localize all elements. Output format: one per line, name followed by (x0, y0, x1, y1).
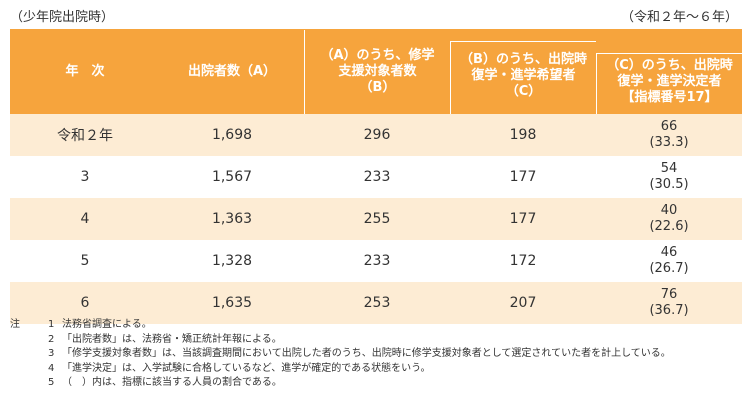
cell-released: 1,635 (160, 282, 304, 324)
cell-wish: 177 (509, 169, 537, 185)
cell-decided: 46 (26.7) (596, 240, 742, 282)
note-number: 4 (48, 362, 55, 374)
decided-ratio: (33.3) (649, 135, 689, 150)
cell-released: 1,328 (211, 253, 253, 269)
table-caption-right: （令和２年～６年） (620, 10, 738, 25)
note-item: 5 （ ）内は、指標に該当する人員の割合である。 (10, 376, 671, 391)
decided-count: 76 (660, 287, 678, 302)
table-row: 令和２年 1,698 296 198 66 (33.3) (10, 114, 742, 156)
cell-year: 4 (10, 198, 160, 240)
cell-wish: 177 (450, 198, 596, 240)
cell-decided: 66 (33.3) (596, 114, 742, 156)
decided-count: 66 (660, 119, 678, 134)
cell-wish: 198 (450, 114, 596, 156)
decided-count: 54 (660, 161, 678, 176)
cell-support: 233 (363, 253, 391, 269)
cell-year: 6 (10, 282, 160, 324)
cell-year: 5 (80, 253, 90, 269)
note-text: 法務省調査による。 (62, 319, 152, 330)
table-row: 6 1,635 253 207 76 (36.7) (10, 282, 742, 324)
decided-ratio: (22.6) (649, 219, 689, 234)
note-number: 2 (48, 333, 55, 345)
note-item: 注 1 法務省調査による。 (10, 318, 671, 333)
note-number: 1 (48, 319, 55, 330)
note-text: （ ）内は、指標に該当する人員の割合である。 (62, 377, 282, 389)
note-text: 「修学支援対象者数」は、当該調査期間において出院した者のうち、出院時に修学支援対… (62, 348, 671, 360)
cell-decided: 54 (30.5) (596, 156, 742, 198)
table-row: 4 1,363 255 177 40 (22.6) (10, 198, 742, 240)
note-prefix: 注 (10, 319, 20, 330)
education-support-table: 年 次 出院者数（A） （A）のうち、修学 支援対象者数 （B） （B）のうち、… (10, 29, 742, 324)
decided-count: 40 (660, 203, 678, 218)
decided-count: 46 (660, 245, 678, 260)
note-number: 5 (48, 377, 55, 389)
note-text: 「出院者数」は、法務省・矯正統計年報による。 (62, 333, 282, 345)
cell-year: 令和２年 (10, 114, 160, 156)
header-released: 出院者数（A） (187, 63, 277, 79)
table-notes: 注 1 法務省調査による。 2 「出院者数」は、法務省・矯正統計年報による。 3 「修学… (10, 318, 671, 391)
cell-wish: 172 (509, 253, 537, 269)
decided-ratio: (26.7) (649, 261, 689, 276)
note-item: 3 「修学支援対象者数」は、当該調査期間において出院した者のうち、出院時に修学支援… (10, 347, 671, 362)
header-return-wish: （B）のうち、出院時 復学・進学希望者 （C） (450, 41, 596, 114)
cell-year: 3 (80, 169, 90, 185)
cell-decided: 40 (22.6) (596, 198, 742, 240)
header-row: 年 次 出院者数（A） （A）のうち、修学 支援対象者数 （B） （B）のうち、… (10, 29, 742, 114)
cell-released: 1,567 (211, 169, 253, 185)
note-text: 「進学決定」は、入学試験に合格しているなど、進学が確定的である状態をいう。 (62, 362, 431, 374)
header-support-target: （A）のうち、修学 支援対象者数 （B） (304, 29, 450, 114)
header-return-decided: （C）のうち、出院時 復学・進学決定者 【指標番号17】 (596, 53, 742, 114)
decided-ratio: (36.7) (649, 303, 689, 318)
header-year: 年 次 (65, 63, 105, 79)
cell-wish: 207 (450, 282, 596, 324)
note-item: 4 「進学決定」は、入学試験に合格しているなど、進学が確定的である状態をいう。 (10, 362, 671, 377)
decided-ratio: (30.5) (649, 177, 689, 192)
table-row: 3 1,567 233 177 54 (30.5) (10, 156, 742, 198)
table-caption-left: （少年院出院時） (10, 10, 115, 25)
cell-support: 255 (304, 198, 450, 240)
note-item: 2 「出院者数」は、法務省・矯正統計年報による。 (10, 333, 671, 348)
cell-support: 253 (304, 282, 450, 324)
cell-decided: 76 (36.7) (596, 282, 742, 324)
cell-support: 296 (304, 114, 450, 156)
cell-released: 1,698 (160, 114, 304, 156)
table-row: 5 1,328 233 172 46 (26.7) (10, 240, 742, 282)
cell-support: 233 (363, 169, 391, 185)
cell-released: 1,363 (160, 198, 304, 240)
note-number: 3 (48, 348, 55, 360)
